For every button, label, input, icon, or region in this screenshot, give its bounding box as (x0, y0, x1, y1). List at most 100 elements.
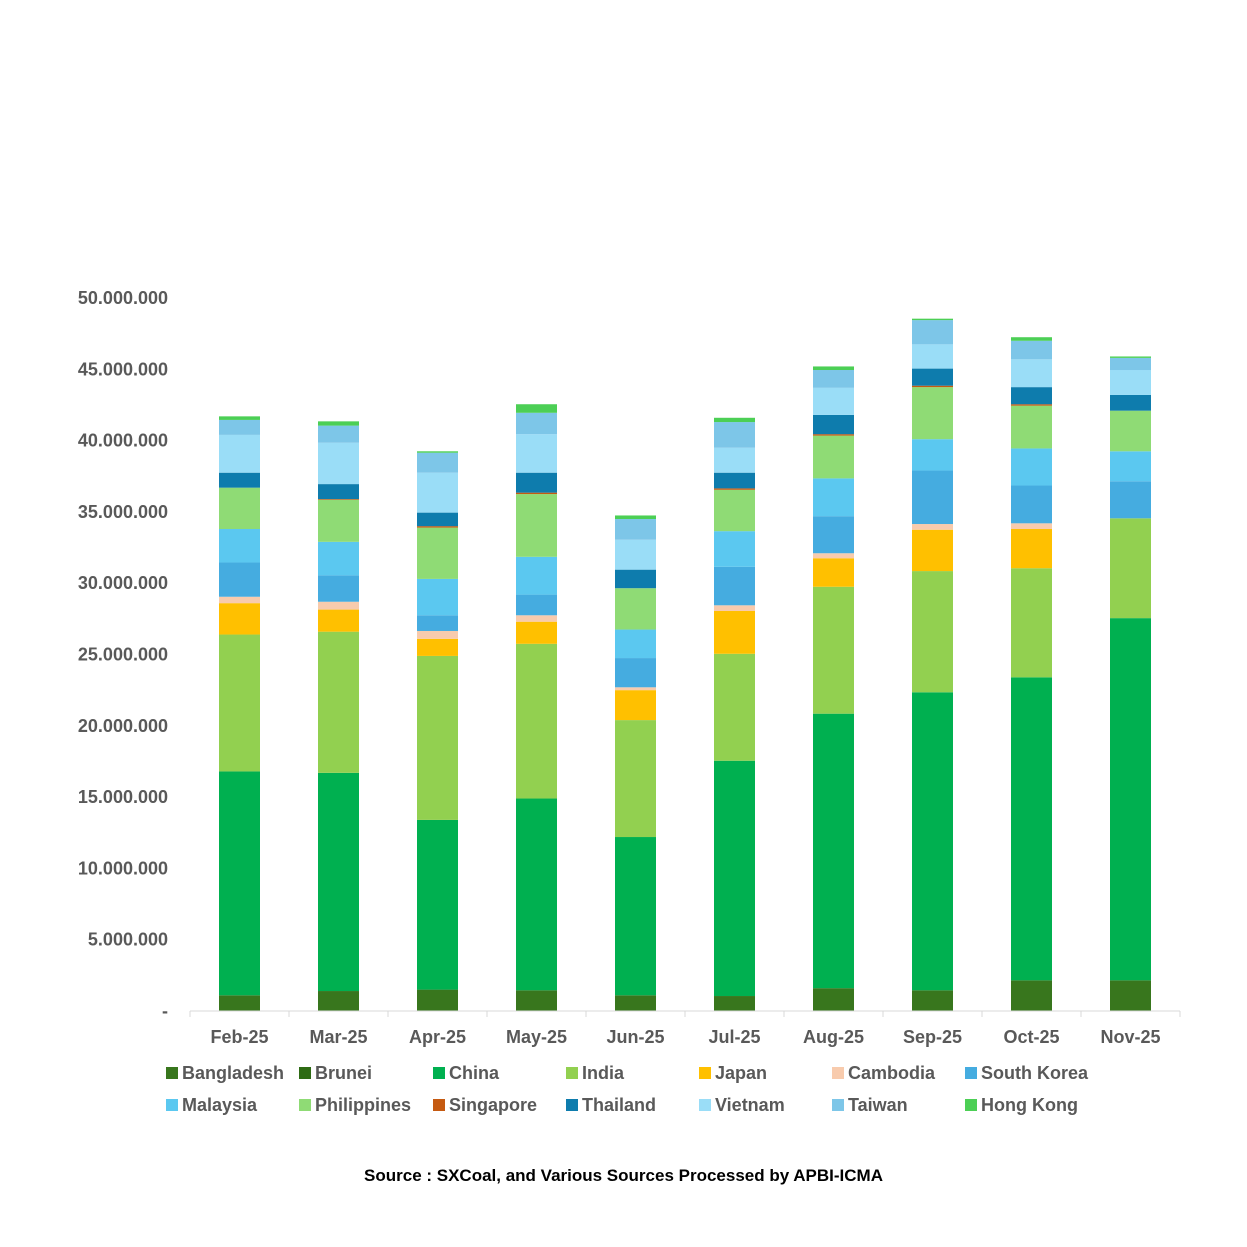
source-note: Source : SXCoal, and Various Sources Pro… (364, 1166, 883, 1185)
bar-segment-malaysia (516, 556, 557, 595)
bar-segment-japan (417, 638, 458, 656)
bar-segment-bangladesh (318, 991, 359, 1011)
bar-segment-singapore (714, 488, 755, 490)
bar-segment-singapore (318, 499, 359, 500)
bar-segment-malaysia (1011, 448, 1052, 486)
bar-segment-china (912, 692, 953, 991)
bar-segment-india (417, 655, 458, 820)
y-tick-label: 35.000.000 (78, 502, 168, 522)
legend-swatch (433, 1099, 445, 1111)
bar-segment-thailand (219, 472, 260, 488)
bar-segment-south-korea (912, 470, 953, 525)
bar-segment-vietnam (219, 434, 260, 473)
y-tick-label: 10.000.000 (78, 858, 168, 878)
x-tick-label: Aug-25 (803, 1027, 864, 1047)
bar-segment-south-korea (516, 594, 557, 616)
bar-segment-japan (912, 529, 953, 572)
y-tick-label: 50.000.000 (78, 288, 168, 308)
bar-segment-hong-kong (1011, 337, 1052, 341)
legend-swatch (965, 1067, 977, 1079)
bar-segment-thailand (318, 484, 359, 500)
bar-segment-vietnam (615, 539, 656, 570)
bar-segment-south-korea (219, 562, 260, 597)
bar-segment-cambodia (615, 687, 656, 691)
y-tick-label: 25.000.000 (78, 645, 168, 665)
legend-swatch (699, 1067, 711, 1079)
bar-segment-hong-kong (813, 366, 854, 371)
bar-segment-singapore (912, 385, 953, 388)
bar-segment-vietnam (813, 387, 854, 415)
bar-segment-japan (219, 603, 260, 635)
bar-segment-south-korea (615, 658, 656, 688)
bar-segment-taiwan (516, 412, 557, 435)
bar-segment-china (219, 771, 260, 996)
legend-item-thailand: Thailand (566, 1095, 656, 1115)
bar-segment-philippines (813, 435, 854, 479)
bar-segment-cambodia (912, 524, 953, 530)
bar-segment-thailand (912, 368, 953, 386)
bar-segment-thailand (516, 472, 557, 493)
bar-segment-philippines (615, 588, 656, 630)
bar-segment-bangladesh (615, 995, 656, 1011)
bar-segment-hong-kong (318, 421, 359, 426)
bar-segment-vietnam (1110, 370, 1151, 395)
bar-segment-china (615, 837, 656, 996)
legend-swatch (832, 1067, 844, 1079)
legend-label: Hong Kong (981, 1095, 1078, 1115)
bar-segment-south-korea (714, 566, 755, 606)
bar-segment-china (714, 760, 755, 997)
legend-swatch (299, 1099, 311, 1111)
bar-segment-china (1011, 677, 1052, 981)
bar-segment-china (1110, 618, 1151, 981)
bar-segment-cambodia (1011, 523, 1052, 530)
bar-segment-taiwan (813, 370, 854, 388)
x-tick-label: Feb-25 (210, 1027, 268, 1047)
legend-label: Thailand (582, 1095, 656, 1115)
bar-segment-bangladesh (516, 990, 557, 1011)
bar-segment-japan (813, 558, 854, 587)
y-tick-label: 20.000.000 (78, 716, 168, 736)
bar-segment-japan (714, 611, 755, 654)
bar-segment-philippines (912, 387, 953, 440)
bar-segment-vietnam (912, 344, 953, 369)
legend-label: Taiwan (848, 1095, 908, 1115)
bar-segment-south-korea (417, 615, 458, 631)
bar-segment-taiwan (1110, 357, 1151, 371)
bar-segment-hong-kong (417, 451, 458, 453)
y-tick-label: 15.000.000 (78, 787, 168, 807)
bar-segment-bangladesh (1110, 980, 1151, 1011)
legend-item-cambodia: Cambodia (832, 1063, 936, 1083)
bar-segment-india (615, 720, 656, 838)
legend-item-philippines: Philippines (299, 1095, 411, 1115)
bar-segment-vietnam (318, 442, 359, 485)
bar-segment-thailand (1110, 394, 1151, 411)
legend-item-bangladesh: Bangladesh (166, 1063, 284, 1083)
bar-segment-vietnam (1011, 359, 1052, 388)
bar-segment-cambodia (417, 630, 458, 639)
bar-segment-singapore (813, 434, 854, 436)
bar-segment-philippines (516, 494, 557, 557)
bar-segment-japan (318, 609, 359, 632)
bar-segment-philippines (417, 527, 458, 579)
x-tick-label: Nov-25 (1100, 1027, 1160, 1047)
legend-item-india: India (566, 1063, 625, 1083)
bar-segment-cambodia (813, 553, 854, 559)
legend-item-taiwan: Taiwan (832, 1095, 908, 1115)
bar-segment-south-korea (813, 516, 854, 554)
x-tick-label: May-25 (506, 1027, 567, 1047)
bar-segment-bangladesh (417, 989, 458, 1011)
bar-segment-bangladesh (714, 996, 755, 1011)
x-tick-label: Mar-25 (309, 1027, 367, 1047)
x-axis (189, 1010, 1181, 1017)
bar-segment-philippines (219, 487, 260, 530)
legend-swatch (166, 1067, 178, 1079)
bar-segment-vietnam (516, 434, 557, 473)
bar-segment-japan (615, 690, 656, 721)
bar-segment-india (1110, 518, 1151, 619)
bar-segment-thailand (1011, 387, 1052, 405)
legend-item-singapore: Singapore (433, 1095, 537, 1115)
bar-segment-taiwan (318, 425, 359, 443)
legend-label: Singapore (449, 1095, 537, 1115)
bar-segment-vietnam (714, 447, 755, 473)
bar-segment-hong-kong (516, 404, 557, 413)
